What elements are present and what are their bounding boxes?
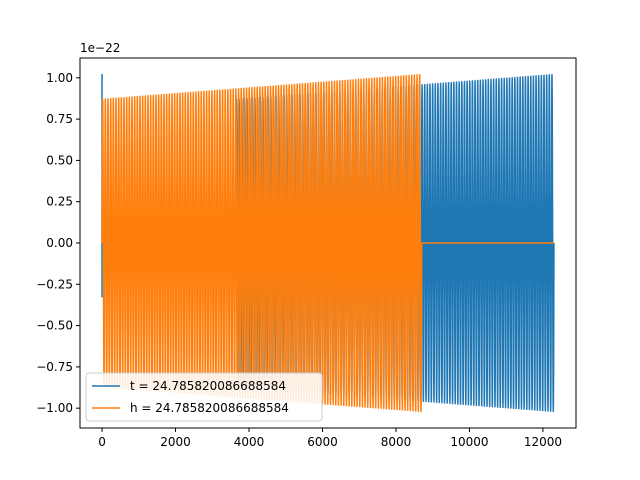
y-tick-label: 0.75	[46, 112, 73, 126]
x-tick-label: 6000	[307, 435, 338, 449]
y-tick-label: −0.25	[36, 277, 73, 291]
legend-label: t = 24.785820086688584	[130, 379, 286, 393]
x-tick-label: 10000	[450, 435, 488, 449]
series-line-2	[101, 73, 554, 413]
series-group	[101, 73, 555, 413]
y-tick-label: −0.75	[36, 360, 73, 374]
legend-label: h = 24.785820086688584	[130, 401, 289, 415]
legend-box	[85, 372, 323, 422]
y-tick-label: −0.50	[36, 319, 73, 333]
y-scale-label: 1e−22	[80, 41, 120, 55]
y-tick-label: 1.00	[46, 71, 73, 85]
x-tick-label: 2000	[160, 435, 191, 449]
x-axis: 0 2000 4000 6000 8000 10000 12000	[98, 428, 562, 449]
legend: t = 24.785820086688584 h = 24.78582008668…	[85, 372, 323, 422]
x-tick-label: 8000	[381, 435, 412, 449]
x-tick-label: 4000	[234, 435, 265, 449]
y-tick-label: 0.00	[46, 236, 73, 250]
y-tick-label: 0.25	[46, 195, 73, 209]
x-tick-label: 0	[98, 435, 106, 449]
x-tick-label: 12000	[524, 435, 562, 449]
y-axis: −1.00 −0.75 −0.50 −0.25 0.00 0.25 0.50 0.75 1.00	[36, 71, 80, 415]
y-tick-label: 0.50	[46, 153, 73, 167]
y-tick-label: −1.00	[36, 401, 73, 415]
